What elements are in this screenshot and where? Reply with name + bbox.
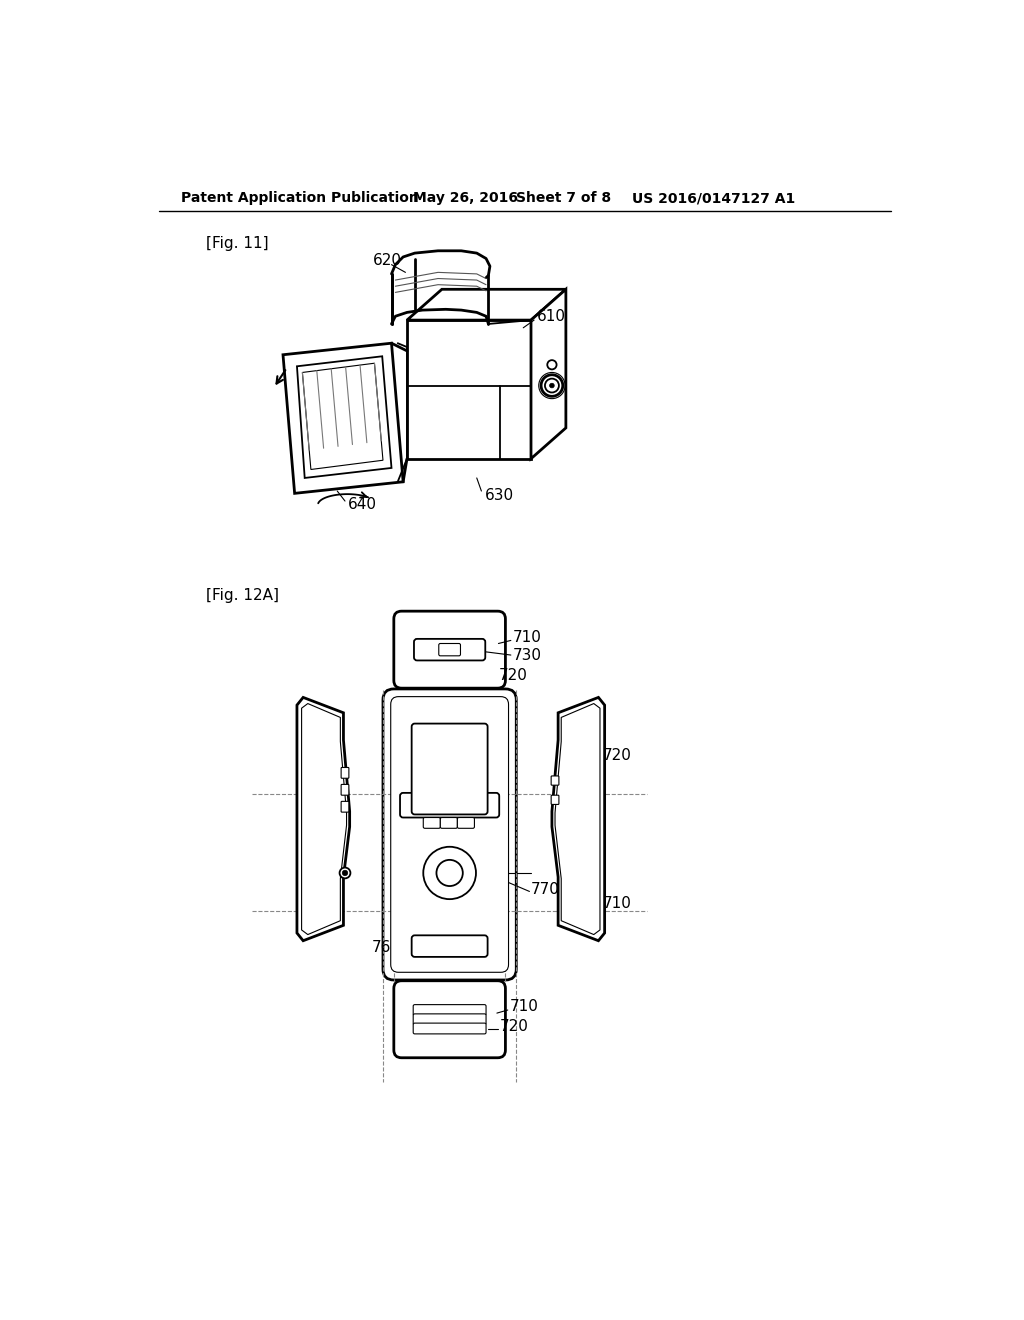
FancyBboxPatch shape xyxy=(414,639,485,660)
Text: 720: 720 xyxy=(499,668,527,684)
Text: 620: 620 xyxy=(373,252,401,268)
FancyBboxPatch shape xyxy=(438,644,461,656)
Polygon shape xyxy=(302,363,383,470)
Text: [Fig. 12A]: [Fig. 12A] xyxy=(206,589,279,603)
FancyBboxPatch shape xyxy=(440,817,458,829)
FancyBboxPatch shape xyxy=(341,767,349,779)
FancyBboxPatch shape xyxy=(394,611,506,688)
FancyBboxPatch shape xyxy=(412,936,487,957)
FancyBboxPatch shape xyxy=(394,981,506,1057)
Text: 710: 710 xyxy=(602,896,631,911)
Polygon shape xyxy=(407,321,531,459)
Text: 710: 710 xyxy=(480,750,510,764)
Text: US 2016/0147127 A1: US 2016/0147127 A1 xyxy=(632,191,795,206)
FancyBboxPatch shape xyxy=(551,795,559,804)
Polygon shape xyxy=(552,697,604,941)
Polygon shape xyxy=(531,289,566,459)
FancyBboxPatch shape xyxy=(423,817,440,829)
Ellipse shape xyxy=(423,847,476,899)
FancyBboxPatch shape xyxy=(400,793,500,817)
Polygon shape xyxy=(297,356,391,478)
Ellipse shape xyxy=(547,360,557,370)
Polygon shape xyxy=(297,697,349,941)
FancyBboxPatch shape xyxy=(412,723,487,814)
Text: 640: 640 xyxy=(348,498,377,512)
Ellipse shape xyxy=(541,375,563,396)
Text: 720: 720 xyxy=(500,1019,528,1035)
Text: 710: 710 xyxy=(299,752,328,768)
Text: 720: 720 xyxy=(602,747,631,763)
Text: 710: 710 xyxy=(509,999,539,1015)
Ellipse shape xyxy=(340,867,350,878)
FancyBboxPatch shape xyxy=(458,817,474,829)
Text: [Fig. 11]: [Fig. 11] xyxy=(206,235,268,251)
FancyBboxPatch shape xyxy=(383,689,516,979)
FancyBboxPatch shape xyxy=(414,1014,486,1024)
Ellipse shape xyxy=(342,870,348,875)
Text: 710: 710 xyxy=(513,630,542,645)
Text: Sheet 7 of 8: Sheet 7 of 8 xyxy=(515,191,610,206)
FancyBboxPatch shape xyxy=(341,784,349,795)
FancyBboxPatch shape xyxy=(341,801,349,812)
Ellipse shape xyxy=(436,859,463,886)
FancyBboxPatch shape xyxy=(551,776,559,785)
Ellipse shape xyxy=(545,379,559,392)
Text: Patent Application Publication: Patent Application Publication xyxy=(180,191,419,206)
Text: 720: 720 xyxy=(299,899,328,915)
Text: 610: 610 xyxy=(538,309,566,323)
Text: May 26, 2016: May 26, 2016 xyxy=(414,191,518,206)
Polygon shape xyxy=(283,343,403,494)
Text: 760: 760 xyxy=(372,940,401,956)
FancyBboxPatch shape xyxy=(414,1005,486,1015)
FancyBboxPatch shape xyxy=(414,1023,486,1034)
Text: 770: 770 xyxy=(531,882,560,898)
Polygon shape xyxy=(407,289,566,321)
Polygon shape xyxy=(555,704,600,935)
Text: 730: 730 xyxy=(513,648,542,663)
FancyBboxPatch shape xyxy=(391,697,509,973)
Text: 750: 750 xyxy=(406,927,434,942)
Ellipse shape xyxy=(550,383,554,388)
Text: 730: 730 xyxy=(415,743,443,759)
Polygon shape xyxy=(302,704,346,935)
Text: 630: 630 xyxy=(484,488,514,503)
